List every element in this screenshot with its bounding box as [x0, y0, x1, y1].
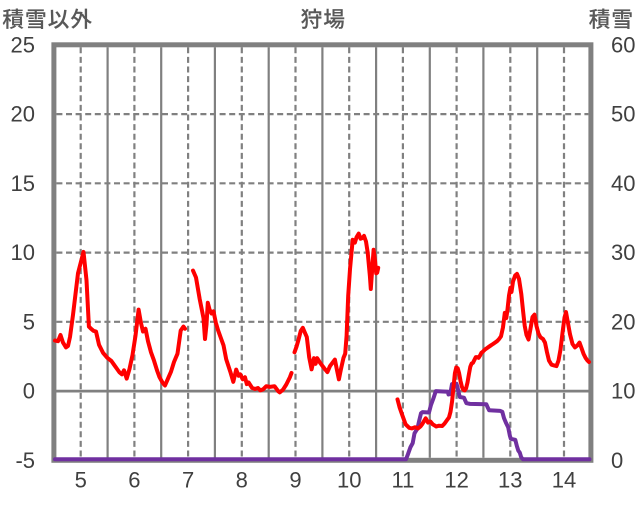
svg-text:7: 7 [182, 468, 194, 493]
svg-text:0: 0 [611, 448, 623, 473]
svg-text:10: 10 [337, 468, 361, 493]
svg-text:10: 10 [611, 379, 635, 404]
svg-text:6: 6 [128, 468, 140, 493]
svg-text:11: 11 [391, 468, 414, 493]
svg-text:15: 15 [11, 171, 35, 196]
svg-text:25: 25 [11, 32, 35, 57]
svg-text:0: 0 [23, 379, 35, 404]
svg-text:10: 10 [11, 240, 35, 265]
svg-text:5: 5 [23, 309, 35, 334]
svg-text:5: 5 [75, 468, 87, 493]
svg-text:-5: -5 [15, 448, 35, 473]
svg-text:20: 20 [611, 309, 635, 334]
svg-text:9: 9 [289, 468, 301, 493]
svg-text:8: 8 [236, 468, 248, 493]
svg-text:40: 40 [611, 171, 635, 196]
svg-text:13: 13 [498, 468, 522, 493]
svg-text:30: 30 [611, 240, 635, 265]
svg-text:50: 50 [611, 102, 635, 127]
svg-text:12: 12 [444, 468, 468, 493]
svg-text:14: 14 [552, 468, 576, 493]
svg-text:20: 20 [11, 102, 35, 127]
svg-text:60: 60 [611, 32, 635, 57]
